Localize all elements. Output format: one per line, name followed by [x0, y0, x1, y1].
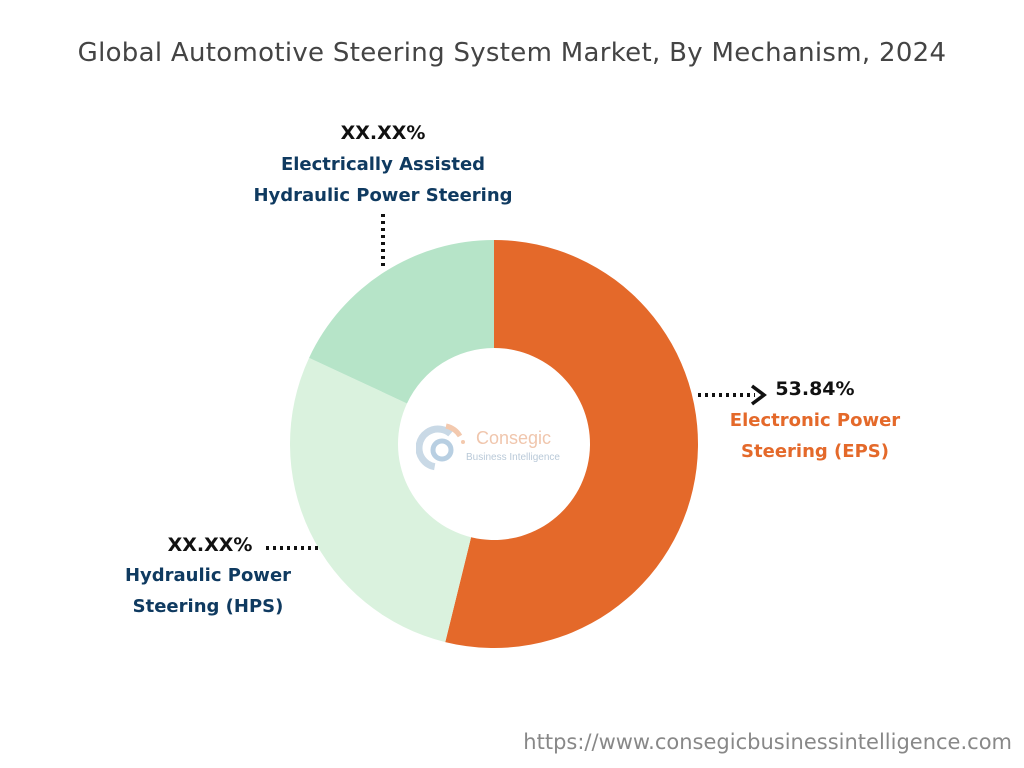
chart-title: Global Automotive Steering System Market…	[77, 38, 947, 68]
eps-label: 53.84% Electronic Power Steering (EPS)	[700, 374, 930, 467]
eps-arrow-icon	[750, 384, 767, 406]
donut-slice-2	[309, 240, 494, 404]
eps-name-line2: Steering (EPS)	[741, 441, 889, 462]
consegic-logo: Consegic Business Intelligence	[415, 418, 576, 478]
eahps-label: XX.XX% Electrically Assisted Hydraulic P…	[233, 118, 533, 211]
donut-slice-1	[290, 357, 472, 643]
eahps-name-line2: Hydraulic Power Steering	[253, 185, 513, 206]
eahps-name-line1: Electrically Assisted	[280, 154, 486, 175]
donut-slice-0	[445, 240, 698, 648]
svg-text:Business Intelligence: Business Intelligence	[466, 452, 560, 463]
eps-name-line1: Electronic Power	[729, 410, 901, 431]
svg-text:Consegic: Consegic	[476, 428, 551, 448]
hps-label: Hydraulic Power Steering (HPS)	[108, 560, 308, 622]
eps-percent: 53.84%	[775, 378, 855, 400]
hps-percent: XX.XX%	[167, 534, 253, 556]
hps-name-line1: Hydraulic Power	[124, 565, 292, 586]
hps-name-line2: Steering (HPS)	[132, 596, 284, 617]
footer-url[interactable]: https://www.consegicbusinessintelligence…	[523, 730, 1012, 754]
eahps-percent: XX.XX%	[340, 122, 426, 144]
